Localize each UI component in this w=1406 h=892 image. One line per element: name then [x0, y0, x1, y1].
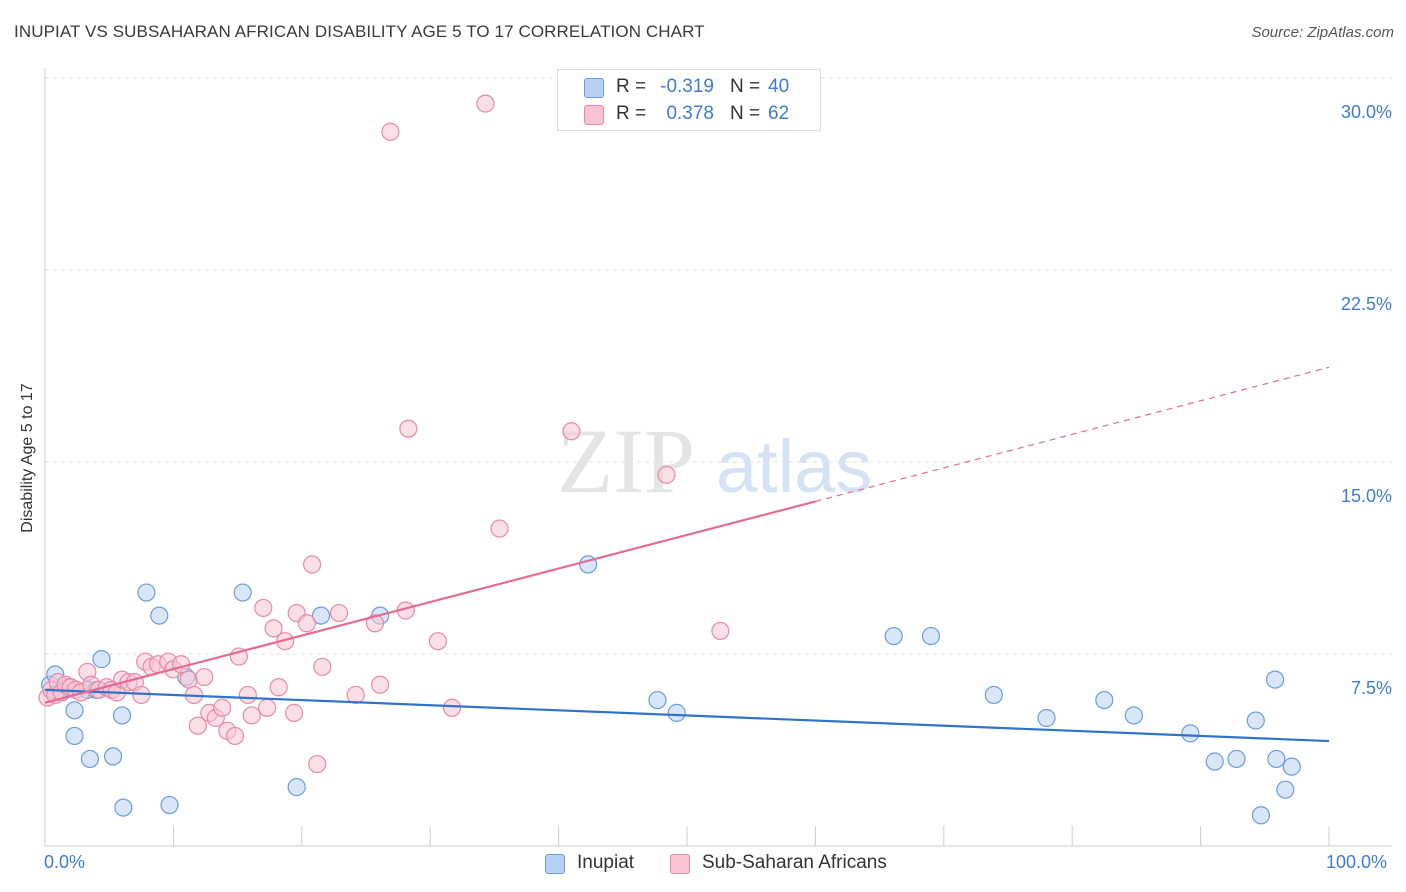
inupiat-point [311, 606, 331, 625]
inupiat-swatch [584, 78, 604, 98]
x-tick-label-max: 100.0% [1326, 852, 1388, 872]
inupiat-point [1282, 757, 1301, 776]
y-tick-label: 22.5% [1340, 294, 1392, 314]
inupiat-point [648, 690, 667, 710]
ssa-point [371, 675, 390, 694]
ssa-point [428, 632, 448, 651]
ssa-point [476, 94, 495, 113]
ssa-point [179, 670, 198, 689]
r-value: -0.319 [660, 76, 714, 97]
n-label: N = [730, 103, 761, 124]
inupiat-point [921, 626, 941, 646]
inupiat-point [1251, 806, 1271, 825]
ssa-point [213, 698, 232, 717]
inupiat-point [92, 650, 111, 669]
ssa-point [657, 465, 676, 484]
ssa-trend-extension [815, 366, 1330, 503]
ssa-point [297, 614, 317, 633]
ssa-trend-line [44, 500, 816, 704]
axes [44, 68, 1392, 847]
legend-inupiat-swatch [545, 854, 565, 874]
inupiat-point [287, 778, 306, 797]
ssa-point [490, 519, 509, 538]
inupiat-point [667, 703, 686, 722]
inupiat-point [1246, 711, 1265, 730]
inupiat-point [1124, 706, 1143, 725]
ssa-point [188, 716, 207, 735]
inupiat-point [1181, 724, 1200, 743]
watermark-zip: ZIP [557, 410, 695, 512]
series-legend: Inupiat Sub-Saharan Africans [545, 851, 925, 875]
legend-ssa-label: Sub-Saharan Africans [702, 852, 887, 873]
inupiat-point [1276, 780, 1295, 799]
inupiat-point [160, 795, 179, 815]
chart-title: INUPIAT VS SUBSAHARAN AFRICAN DISABILITY… [14, 22, 705, 41]
inupiat-point [114, 798, 133, 817]
inupiat-point [80, 749, 100, 769]
ssa-point [242, 706, 261, 725]
r-label: R = [616, 76, 647, 97]
ssa-point [442, 698, 462, 717]
y-tick-label: 15.0% [1340, 486, 1392, 506]
n-label: N = [730, 76, 761, 97]
ssa-point [399, 419, 418, 438]
data-points [38, 94, 1301, 825]
n-value: 62 [768, 103, 790, 124]
n-value: 40 [768, 76, 790, 97]
ssa-point [225, 726, 245, 746]
ssa-point [562, 422, 581, 441]
legend-row-inupiat: R = -0.319 N = 40 [558, 76, 820, 100]
inupiat-point [1095, 690, 1114, 710]
legend-row-ssa: R = 0.378 N = 62 [558, 103, 820, 127]
inupiat-point [1227, 749, 1246, 769]
inupiat-point [1205, 752, 1224, 771]
source-label: Source: ZipAtlas.com [1251, 24, 1394, 41]
inupiat-point [137, 583, 156, 602]
x-tick-label-min: 0.0% [44, 852, 86, 872]
ssa-point [365, 614, 385, 633]
inupiat-point [103, 747, 123, 766]
legend-ssa-swatch [670, 854, 690, 874]
ssa-point [284, 703, 304, 722]
trend-lines [44, 366, 1330, 743]
inupiat-point [1265, 670, 1285, 689]
watermark-atlas: atlas [716, 425, 872, 508]
inupiat-point [984, 685, 1003, 705]
inupiat-point [112, 706, 132, 725]
ssa-point [711, 621, 730, 641]
legend-inupiat-label: Inupiat [577, 852, 635, 873]
ssa-point [254, 598, 273, 618]
inupiat-trend-line [44, 688, 1330, 743]
ssa-point [238, 685, 257, 705]
inupiat-point [65, 701, 84, 720]
ssa-point [302, 555, 322, 574]
r-value: 0.378 [666, 103, 714, 124]
ssa-point [172, 655, 191, 674]
y-tick-label: 7.5% [1350, 678, 1392, 698]
inupiat-point [150, 606, 169, 625]
gridlines [45, 77, 1392, 655]
ssa-point [346, 685, 365, 705]
inupiat-point [1037, 708, 1056, 728]
correlation-legend: R = -0.319 N = 40 R = 0.378 N = 62 [557, 69, 821, 131]
r-label: R = [616, 103, 647, 124]
ssa-point [313, 657, 332, 676]
inupiat-point [233, 583, 252, 602]
inupiat-point [65, 726, 84, 746]
ssa-point [308, 754, 327, 774]
inupiat-point [884, 626, 903, 646]
ssa-point [264, 619, 283, 638]
ssa-swatch [584, 105, 604, 125]
ssa-point [269, 678, 288, 697]
inupiat-point [1267, 749, 1286, 769]
ssa-point [195, 667, 214, 687]
ssa-point [329, 603, 349, 623]
ssa-point [381, 122, 400, 141]
y-tick-label: 30.0% [1340, 102, 1392, 122]
ssa-point [258, 698, 277, 717]
